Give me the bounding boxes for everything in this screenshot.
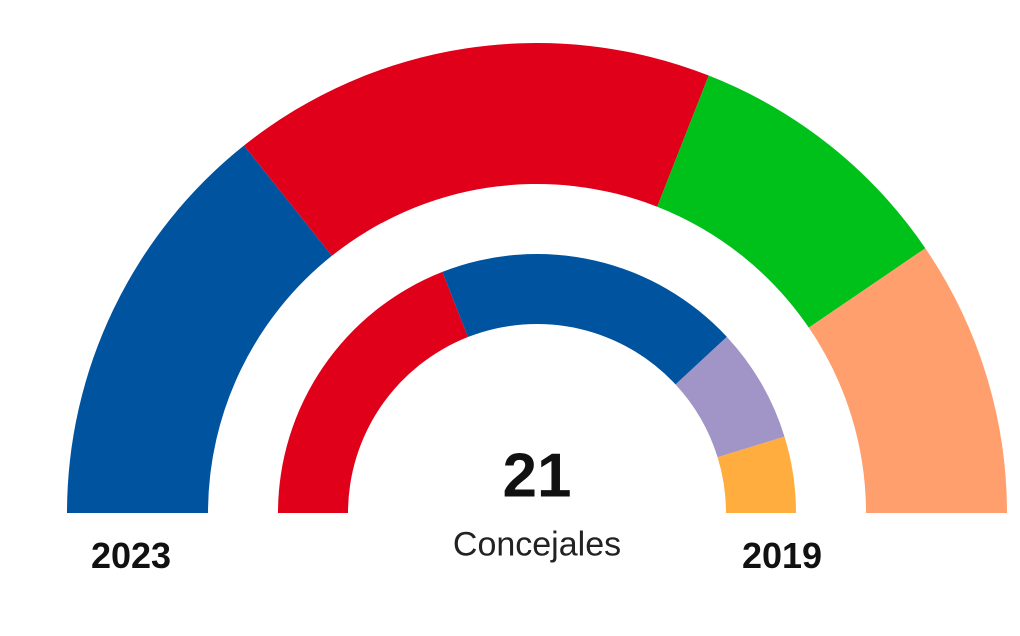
seat-total-caption: Concejales (452, 525, 622, 564)
slice-2019-3 (675, 336, 785, 458)
slice-2023-1 (67, 145, 332, 514)
year-2023-label: 2023 (90, 535, 172, 576)
slice-2019-1 (278, 271, 468, 513)
slice-2023-3 (657, 75, 926, 328)
slice-2019-2 (442, 253, 727, 385)
ring-2019 (278, 253, 796, 513)
slice-2019-4 (717, 436, 796, 513)
slice-2023-2 (243, 43, 709, 256)
seat-total-value: 21 (502, 441, 572, 511)
ring-2023 (67, 43, 1007, 514)
year-2019-label: 2019 (741, 535, 823, 576)
slice-2023-4 (808, 248, 1007, 514)
